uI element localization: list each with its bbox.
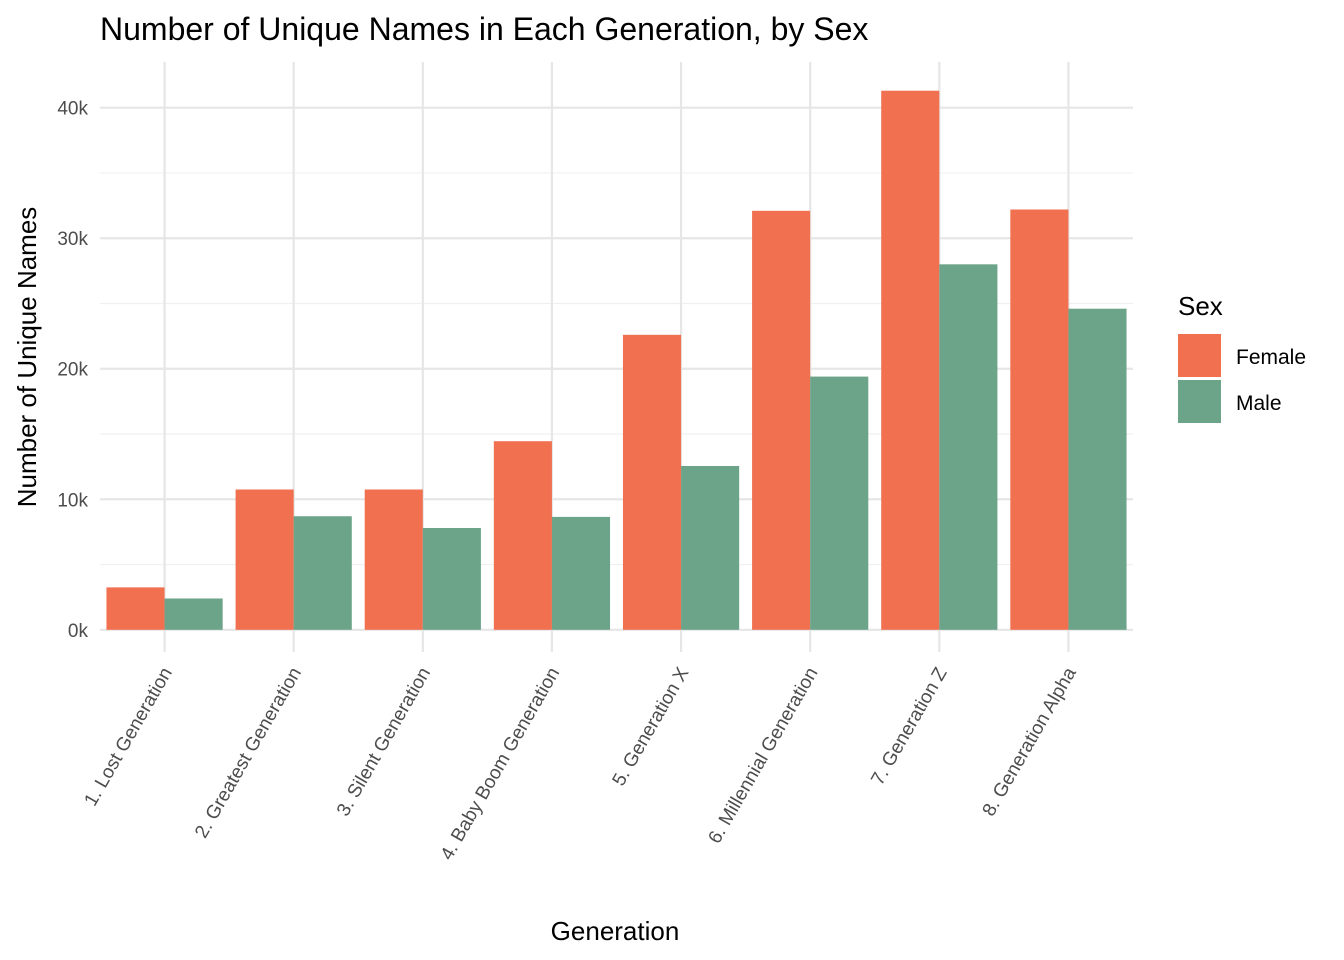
bar-male: [293, 516, 352, 630]
legend-label-female: Female: [1236, 346, 1306, 369]
legend: Sex Female Male: [1178, 291, 1306, 423]
y-axis-title: Number of Unique Names: [12, 207, 42, 508]
x-tick-label: 2. Greatest Generation: [191, 664, 306, 842]
y-tick-label: 20k: [57, 360, 88, 381]
x-axis-ticks: 1. Lost Generation 2. Greatest Generation…: [81, 664, 1081, 864]
x-tick-label: 4. Baby Boom Generation: [437, 664, 565, 864]
bar-female: [622, 334, 682, 630]
bar-female: [881, 90, 940, 630]
bar-male: [810, 376, 869, 630]
x-tick-label: 7. Generation Z: [867, 664, 951, 789]
bars: [106, 90, 1127, 630]
bar-female: [235, 489, 294, 630]
x-tick-label: 1. Lost Generation: [81, 664, 177, 810]
legend-label-male: Male: [1236, 392, 1282, 415]
chart-title: Number of Unique Names in Each Generatio…: [100, 11, 868, 47]
y-axis-ticks: 0k 10k 20k 30k 40k: [57, 99, 88, 642]
bar-female: [752, 210, 811, 630]
y-tick-label: 40k: [57, 99, 88, 120]
bar-male: [939, 264, 998, 630]
legend-title: Sex: [1178, 291, 1223, 321]
x-tick-label: 8. Generation Alpha: [979, 664, 1081, 820]
legend-swatch-female: [1178, 334, 1221, 377]
bar-female: [106, 587, 165, 630]
bar-female: [1010, 209, 1069, 630]
legend-swatch-male: [1178, 380, 1221, 423]
y-tick-label: 0k: [68, 621, 89, 642]
bar-male: [1068, 308, 1127, 630]
x-tick-label: 6. Millennial Generation: [705, 664, 823, 847]
y-tick-label: 30k: [57, 229, 88, 250]
x-tick-label: 5. Generation X: [609, 664, 694, 790]
x-axis-title: Generation: [551, 916, 680, 946]
bar-female: [364, 489, 423, 630]
x-tick-label: 3. Silent Generation: [333, 664, 435, 820]
bar-male: [681, 465, 740, 630]
bar-male: [422, 527, 481, 630]
y-tick-label: 10k: [57, 490, 88, 511]
bar-male: [551, 516, 611, 630]
bar-male: [164, 598, 223, 630]
bar-female: [493, 441, 552, 630]
